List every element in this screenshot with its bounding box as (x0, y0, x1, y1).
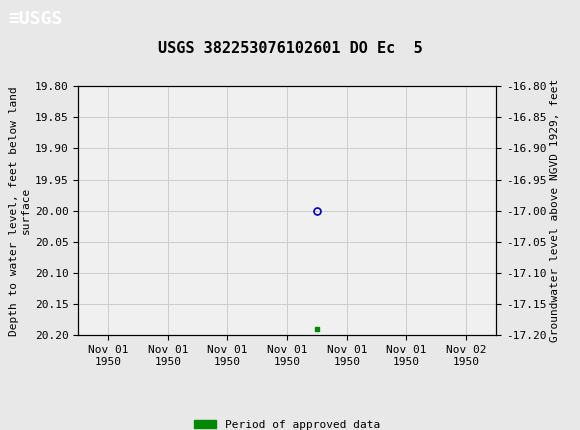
Y-axis label: Depth to water level, feet below land
surface: Depth to water level, feet below land su… (9, 86, 31, 335)
Text: USGS 382253076102601 DO Ec  5: USGS 382253076102601 DO Ec 5 (158, 41, 422, 56)
Legend: Period of approved data: Period of approved data (190, 416, 385, 430)
Y-axis label: Groundwater level above NGVD 1929, feet: Groundwater level above NGVD 1929, feet (550, 79, 560, 342)
Text: ≡USGS: ≡USGS (9, 10, 63, 28)
